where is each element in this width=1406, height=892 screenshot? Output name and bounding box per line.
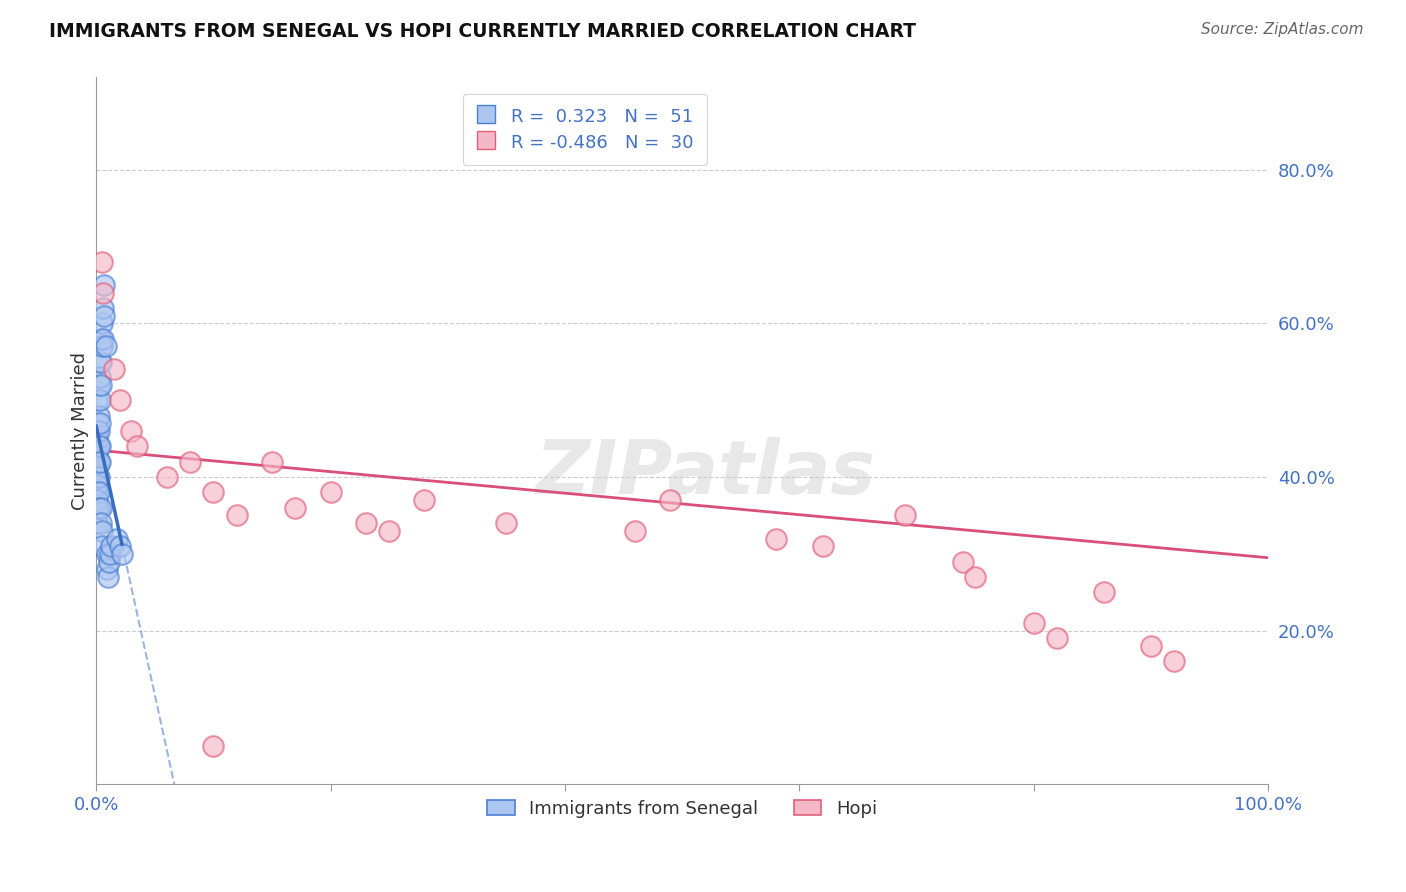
Point xyxy=(495,516,517,530)
Point xyxy=(413,493,436,508)
Point xyxy=(378,524,401,538)
Point xyxy=(894,508,917,523)
Point xyxy=(96,562,118,576)
Point xyxy=(89,355,111,369)
Point xyxy=(90,516,112,530)
Point xyxy=(86,424,108,438)
Point xyxy=(155,470,177,484)
Point xyxy=(91,255,114,269)
Point xyxy=(89,455,111,469)
Point xyxy=(765,532,787,546)
Point xyxy=(108,393,131,408)
Point xyxy=(120,424,142,438)
Point xyxy=(93,309,115,323)
Point xyxy=(89,370,111,384)
Point xyxy=(659,493,682,508)
Point xyxy=(86,493,108,508)
Point xyxy=(86,432,108,446)
Point xyxy=(86,477,108,491)
Point xyxy=(91,285,114,300)
Point xyxy=(86,447,108,461)
Point xyxy=(90,377,112,392)
Point xyxy=(260,455,283,469)
Point xyxy=(86,500,108,515)
Point xyxy=(86,416,108,430)
Point xyxy=(91,539,114,553)
Point xyxy=(89,416,111,430)
Point xyxy=(86,485,108,500)
Point xyxy=(97,570,120,584)
Point xyxy=(202,739,225,753)
Point xyxy=(127,439,149,453)
Point xyxy=(319,485,342,500)
Point xyxy=(1163,655,1185,669)
Point xyxy=(90,355,112,369)
Point xyxy=(98,547,121,561)
Point xyxy=(105,532,128,546)
Point xyxy=(87,470,110,484)
Point xyxy=(1022,615,1045,630)
Point xyxy=(91,339,114,353)
Point xyxy=(87,424,110,438)
Point xyxy=(86,470,108,484)
Point xyxy=(90,500,112,515)
Text: ZIPatlas: ZIPatlas xyxy=(536,437,876,510)
Point xyxy=(108,539,131,553)
Point xyxy=(179,455,201,469)
Y-axis label: Currently Married: Currently Married xyxy=(72,352,89,510)
Point xyxy=(91,332,114,346)
Point xyxy=(87,377,110,392)
Legend: Immigrants from Senegal, Hopi: Immigrants from Senegal, Hopi xyxy=(481,792,884,825)
Point xyxy=(202,485,225,500)
Point xyxy=(93,277,115,292)
Point xyxy=(91,316,114,330)
Point xyxy=(111,547,134,561)
Point xyxy=(91,524,114,538)
Point xyxy=(965,570,987,584)
Point xyxy=(96,547,118,561)
Text: Source: ZipAtlas.com: Source: ZipAtlas.com xyxy=(1201,22,1364,37)
Point xyxy=(89,439,111,453)
Point xyxy=(100,539,122,553)
Point xyxy=(86,393,108,408)
Point xyxy=(91,301,114,315)
Point xyxy=(1092,585,1115,599)
Point xyxy=(284,500,307,515)
Point xyxy=(98,555,121,569)
Point xyxy=(1046,632,1069,646)
Point xyxy=(87,439,110,453)
Point xyxy=(354,516,377,530)
Point xyxy=(624,524,647,538)
Point xyxy=(86,455,108,469)
Point xyxy=(89,393,111,408)
Point xyxy=(86,516,108,530)
Text: IMMIGRANTS FROM SENEGAL VS HOPI CURRENTLY MARRIED CORRELATION CHART: IMMIGRANTS FROM SENEGAL VS HOPI CURRENTL… xyxy=(49,22,917,41)
Point xyxy=(87,455,110,469)
Point xyxy=(94,339,117,353)
Point xyxy=(811,539,834,553)
Point xyxy=(103,362,125,376)
Point xyxy=(90,332,112,346)
Point xyxy=(87,409,110,423)
Point xyxy=(87,500,110,515)
Point xyxy=(225,508,247,523)
Point xyxy=(87,485,110,500)
Point xyxy=(86,462,108,476)
Point xyxy=(952,555,974,569)
Point xyxy=(1140,639,1163,653)
Point xyxy=(86,439,108,453)
